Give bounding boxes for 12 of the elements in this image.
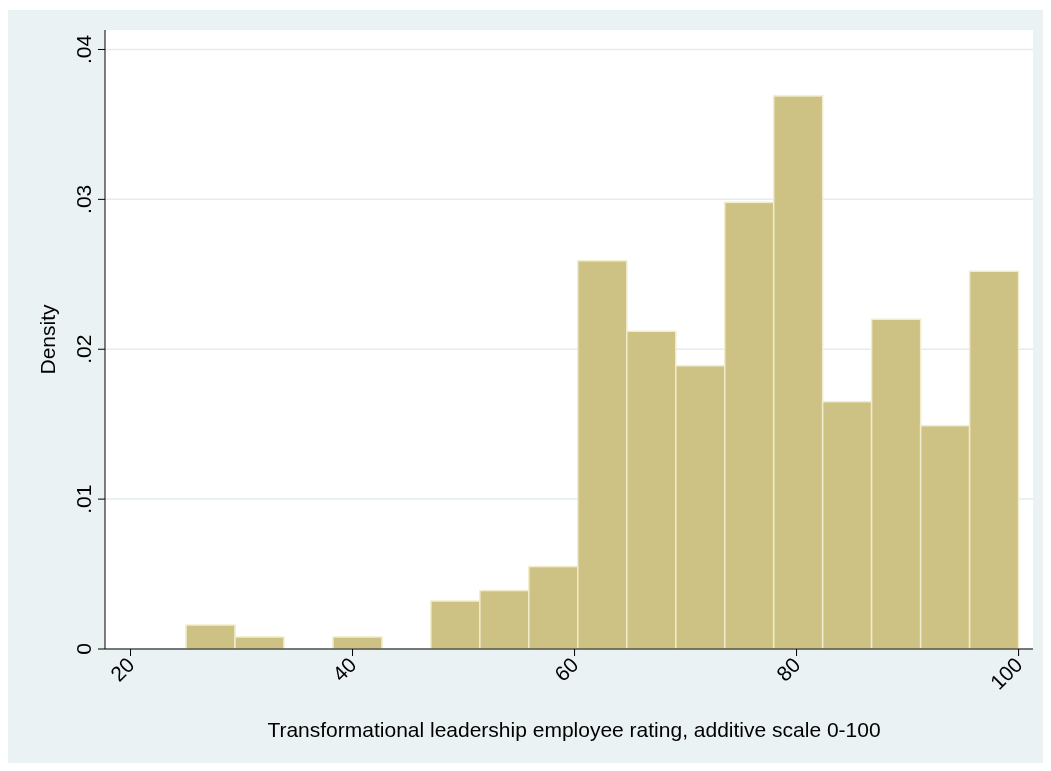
y-tick-label: 0	[72, 643, 95, 655]
x-tick-label: 40	[327, 652, 361, 686]
x-axis-title: Transformational leadership employee rating, additive scale 0-100	[267, 718, 881, 741]
x-tick-label: 20	[105, 652, 139, 686]
y-tick-label: .03	[72, 184, 95, 214]
x-tick-label: 100	[985, 652, 1027, 694]
y-tick-label: .04	[72, 34, 95, 65]
y-tick-label: .01	[72, 484, 95, 514]
y-axis-title: Density	[36, 303, 59, 375]
x-tick-label: 80	[771, 652, 805, 686]
y-tick-label: .02	[72, 334, 95, 364]
x-tick-label: 60	[549, 652, 583, 686]
